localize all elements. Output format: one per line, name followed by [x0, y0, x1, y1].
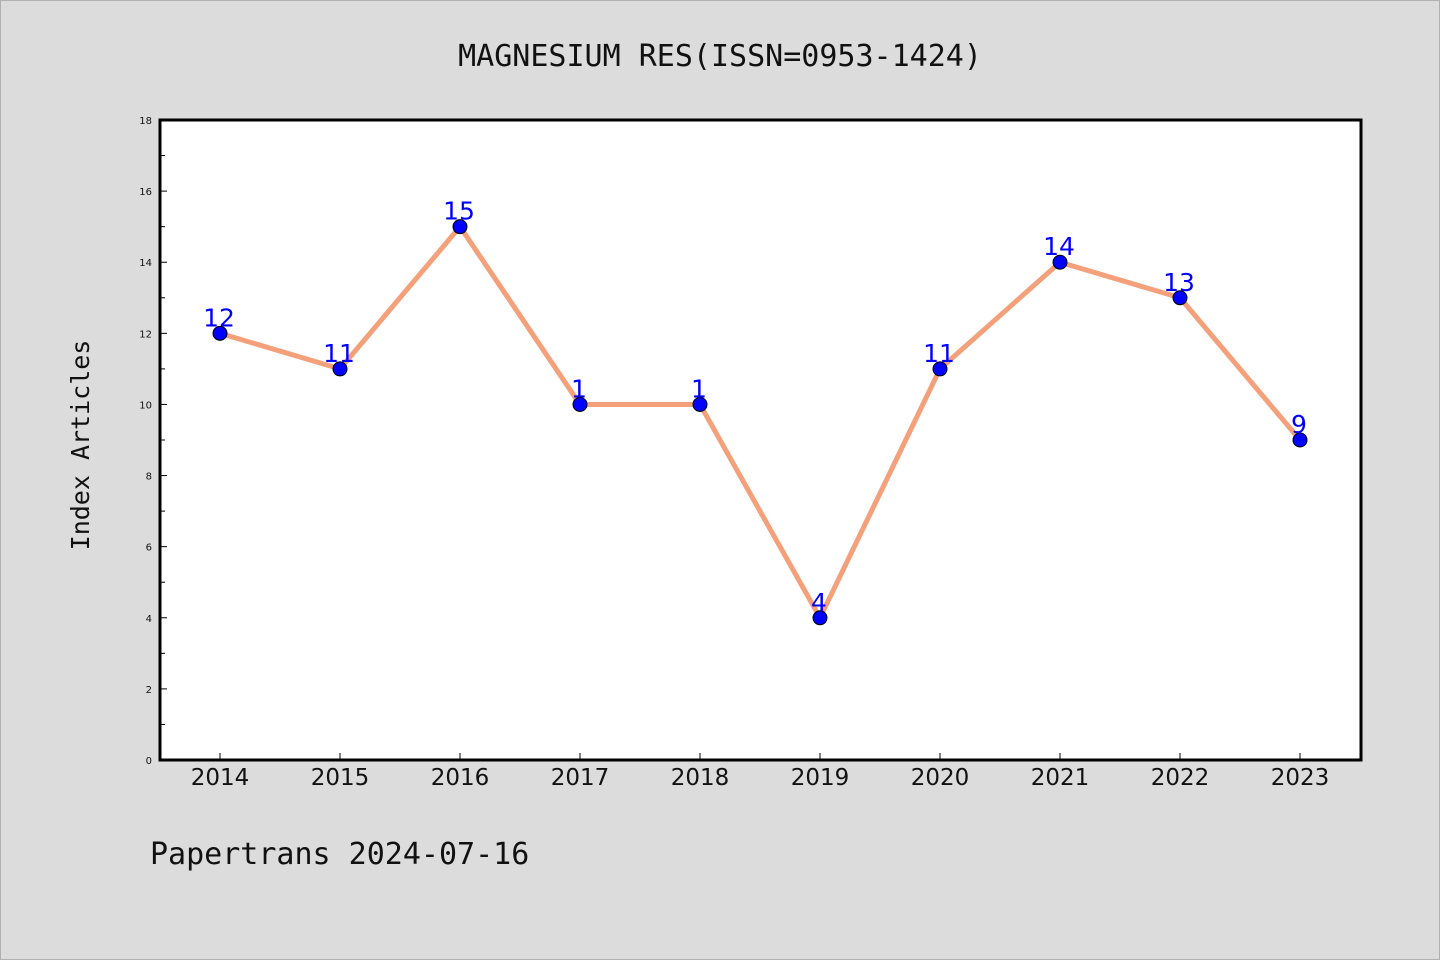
x-tick-label: 2022	[1151, 765, 1210, 791]
y-tick-label: 10	[139, 400, 152, 411]
data-point	[692, 396, 708, 412]
y-axis-label: Index Articles	[66, 340, 95, 551]
data-label: 11	[323, 339, 355, 368]
data-points	[212, 219, 1308, 626]
y-tick-label: 2	[146, 685, 152, 696]
data-point	[452, 219, 468, 235]
footer-text: Papertrans 2024-07-16	[150, 837, 529, 872]
x-tick-label: 2016	[431, 765, 490, 791]
y-tick-label: 18	[139, 116, 152, 127]
x-axis-ticks: 2014 2015 2016 2017 2018 2019 2020 2021 2022 2023	[191, 753, 1330, 791]
y-tick-label: 0	[146, 756, 152, 767]
data-point	[1052, 254, 1068, 270]
x-tick-label: 2023	[1271, 765, 1330, 791]
data-label: 14	[1043, 232, 1075, 261]
data-label: 9	[1291, 410, 1307, 439]
data-point	[1292, 432, 1308, 448]
data-label: 4	[811, 588, 827, 617]
data-label: 1	[571, 374, 587, 403]
plot-area	[158, 118, 1363, 762]
x-tick-label: 2017	[551, 765, 610, 791]
data-label: 15	[443, 197, 475, 226]
y-tick-label: 4	[146, 614, 152, 625]
y-tick-label: 6	[146, 543, 152, 554]
data-label: 11	[923, 339, 955, 368]
data-point	[812, 610, 828, 626]
data-point	[572, 396, 588, 412]
x-tick-label: 2020	[911, 765, 970, 791]
x-tick-label: 2021	[1031, 765, 1090, 791]
series-line-group	[217, 224, 1303, 621]
data-point	[1172, 290, 1188, 306]
y-tick-label: 16	[139, 187, 152, 198]
data-point	[332, 361, 348, 377]
x-tick-label: 2018	[671, 765, 730, 791]
series-line	[217, 224, 1303, 621]
y-tick-label: 14	[139, 258, 152, 269]
chart-title: MAGNESIUM RES(ISSN=0953-1424)	[458, 39, 982, 74]
y-axis-ticks: 0 2 4 6 8 10 12 14 16 18	[139, 116, 167, 767]
x-tick-label: 2019	[791, 765, 850, 791]
data-label: 12	[203, 303, 235, 332]
data-point	[212, 325, 228, 341]
y-tick-label: 8	[146, 472, 152, 483]
data-label: 13	[1163, 268, 1195, 297]
x-tick-label: 2015	[311, 765, 370, 791]
data-label: 1	[691, 374, 707, 403]
data-point	[932, 361, 948, 377]
y-tick-label: 12	[139, 329, 152, 340]
x-tick-label: 2014	[191, 765, 250, 791]
